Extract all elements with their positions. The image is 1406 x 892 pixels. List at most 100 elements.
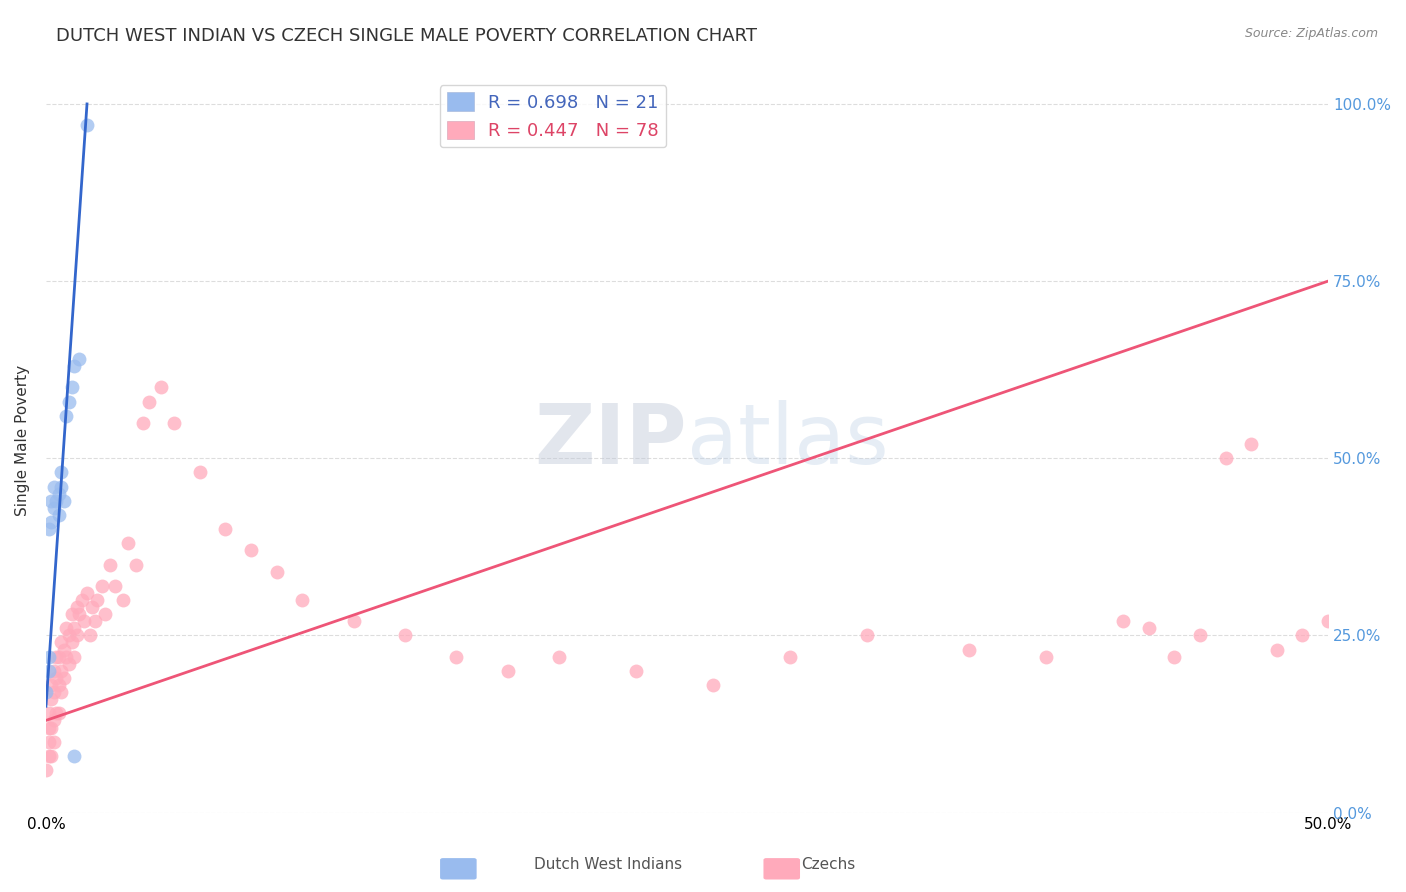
Text: ZIP: ZIP: [534, 400, 688, 481]
Point: [702, 678, 724, 692]
Point: [42, 500, 65, 515]
Point: [446, 649, 468, 664]
Point: [240, 543, 263, 558]
Point: [1240, 437, 1263, 451]
Point: [163, 416, 186, 430]
Point: [79, 628, 101, 642]
Point: [779, 649, 801, 664]
Point: [38, 706, 60, 721]
Text: atlas: atlas: [688, 400, 889, 481]
Point: [35, 763, 58, 777]
Point: [117, 536, 139, 550]
Legend: R = 0.698   N = 21, R = 0.447   N = 78: R = 0.698 N = 21, R = 0.447 N = 78: [440, 85, 666, 147]
Point: [42, 480, 65, 494]
Point: [42, 664, 65, 678]
Point: [70, 593, 93, 607]
Point: [51, 664, 73, 678]
Point: [63, 621, 86, 635]
Point: [51, 466, 73, 480]
Point: [98, 558, 121, 572]
Point: [38, 748, 60, 763]
Text: DUTCH WEST INDIAN VS CZECH SINGLE MALE POVERTY CORRELATION CHART: DUTCH WEST INDIAN VS CZECH SINGLE MALE P…: [56, 27, 758, 45]
Point: [48, 649, 70, 664]
Point: [48, 486, 70, 500]
Point: [67, 352, 90, 367]
Point: [63, 649, 86, 664]
Point: [45, 493, 67, 508]
Point: [496, 664, 519, 678]
Point: [48, 678, 70, 692]
Point: [111, 593, 134, 607]
Point: [94, 607, 117, 621]
Point: [76, 586, 98, 600]
Point: [58, 657, 80, 671]
Point: [60, 635, 83, 649]
Point: [855, 628, 877, 642]
Point: [38, 649, 60, 664]
Point: [55, 409, 77, 423]
Point: [39, 515, 62, 529]
Point: [624, 664, 647, 678]
Point: [76, 118, 98, 132]
Point: [52, 642, 75, 657]
Point: [51, 685, 73, 699]
Point: [60, 607, 83, 621]
Point: [63, 359, 86, 373]
Point: [1035, 649, 1057, 664]
Point: [42, 714, 65, 728]
Point: [291, 593, 314, 607]
Point: [39, 748, 62, 763]
Point: [38, 734, 60, 748]
Point: [39, 678, 62, 692]
Point: [104, 579, 127, 593]
Point: [55, 649, 77, 664]
Point: [39, 721, 62, 735]
Point: [1188, 628, 1211, 642]
Point: [1112, 614, 1135, 628]
Point: [38, 522, 60, 536]
Point: [1265, 642, 1288, 657]
Point: [42, 685, 65, 699]
Point: [394, 628, 416, 642]
Point: [38, 664, 60, 678]
Point: [125, 558, 148, 572]
Point: [214, 522, 236, 536]
Point: [86, 593, 108, 607]
Point: [45, 706, 67, 721]
Point: [58, 628, 80, 642]
Point: [45, 671, 67, 685]
Point: [67, 607, 90, 621]
Point: [957, 642, 980, 657]
Point: [150, 380, 173, 394]
Point: [547, 649, 569, 664]
Point: [132, 416, 155, 430]
Point: [39, 493, 62, 508]
Point: [1137, 621, 1160, 635]
Y-axis label: Single Male Poverty: Single Male Poverty: [15, 365, 30, 516]
Point: [60, 380, 83, 394]
Point: [82, 600, 104, 615]
Point: [1291, 628, 1313, 642]
Point: [343, 614, 366, 628]
Point: [51, 635, 73, 649]
Point: [66, 628, 89, 642]
Point: [35, 685, 58, 699]
Point: [45, 649, 67, 664]
Point: [48, 508, 70, 522]
Point: [52, 671, 75, 685]
Point: [188, 466, 211, 480]
Point: [1215, 451, 1237, 466]
Point: [39, 692, 62, 706]
Point: [38, 721, 60, 735]
Text: Czechs: Czechs: [801, 857, 856, 872]
Point: [51, 480, 73, 494]
Point: [52, 493, 75, 508]
Point: [138, 394, 160, 409]
Point: [266, 565, 288, 579]
Point: [1317, 614, 1340, 628]
Text: Source: ZipAtlas.com: Source: ZipAtlas.com: [1244, 27, 1378, 40]
Point: [73, 614, 96, 628]
Point: [66, 600, 89, 615]
Point: [58, 394, 80, 409]
Text: Dutch West Indians: Dutch West Indians: [534, 857, 682, 872]
